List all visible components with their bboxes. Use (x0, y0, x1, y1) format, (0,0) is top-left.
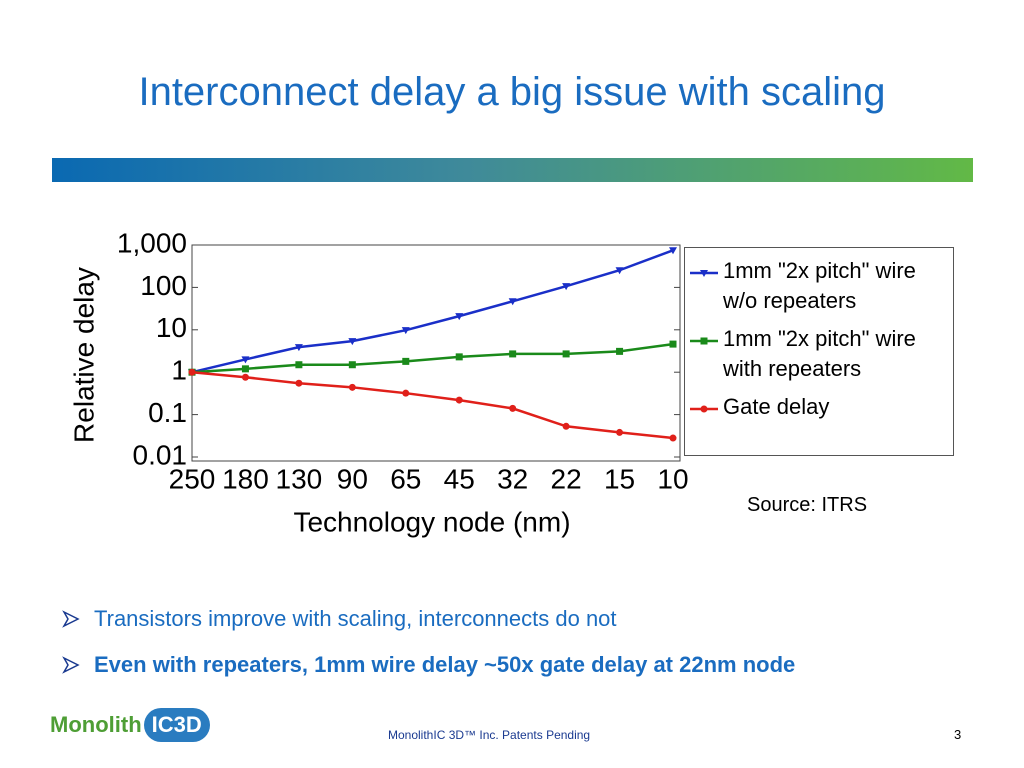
arrow-shape (62, 656, 80, 674)
y-axis-label: Relative delay (68, 267, 99, 443)
marker (700, 337, 708, 345)
legend-label: 1mm "2x pitch" wire with repeaters (723, 326, 916, 381)
marker (348, 338, 357, 346)
marker (669, 340, 677, 348)
x-tick-label: 90 (337, 463, 368, 494)
marker (402, 357, 410, 365)
marker (401, 327, 410, 335)
marker (241, 373, 249, 381)
bullet: Transistors improve with scaling, interc… (62, 596, 795, 642)
y-tick-label: 10 (156, 312, 187, 343)
legend-entry: 1mm "2x pitch" wire w/o repeaters (689, 256, 949, 316)
slide-title: Interconnect delay a big issue with scal… (138, 70, 886, 114)
y-tick-label: 1 (171, 355, 187, 386)
x-tick-label: 250 (169, 463, 216, 494)
logo-text: Monolith (50, 712, 142, 737)
marker (509, 404, 517, 412)
legend-swatch (690, 337, 718, 345)
marker (669, 434, 677, 442)
y-tick-label: 1,000 (117, 227, 187, 258)
y-tick-label: 0.1 (148, 397, 187, 428)
footer: MonolithIC 3D™ Inc. Patents Pending (388, 728, 591, 742)
marker (188, 368, 196, 376)
marker (348, 361, 356, 369)
title-band (52, 158, 973, 182)
plot-frame (191, 244, 681, 462)
arrow-shape (62, 610, 80, 628)
x-tick-label: 15 (604, 463, 635, 494)
legend-label: Gate delay (723, 394, 830, 419)
bullet-text: Transistors improve with scaling, interc… (94, 606, 617, 631)
marker (700, 270, 708, 277)
legend: 1mm "2x pitch" wire w/o repeaters 1mm "2x… (684, 247, 954, 456)
bullet-arrow (62, 610, 80, 628)
marker (455, 313, 464, 321)
legend-label: 1mm "2x pitch" wire w/o repeaters (723, 258, 916, 313)
logo-text: IC3D (143, 708, 210, 742)
x-tick-label: 22 (551, 463, 582, 494)
legend-swatch (690, 405, 718, 413)
y-tick-label: 100 (140, 270, 187, 301)
legend-entry: Gate delay (689, 392, 949, 422)
marker (616, 347, 624, 355)
marker (508, 298, 517, 306)
series-line (191, 342, 674, 374)
marker (669, 247, 677, 255)
marker (615, 267, 624, 275)
marker (348, 383, 356, 391)
marker (295, 379, 303, 387)
marker (562, 350, 570, 358)
marker (241, 365, 249, 373)
page-number: 3 (954, 727, 962, 742)
legend-entry: 1mm "2x pitch" wire with repeaters (689, 324, 949, 384)
marker (562, 422, 570, 430)
marker (616, 428, 624, 436)
series-line (191, 249, 674, 374)
marker (509, 350, 517, 358)
series-line (191, 370, 674, 440)
y-tick-label: 0.01 (133, 439, 188, 470)
x-tick-label: 45 (444, 463, 475, 494)
legend-swatch (690, 270, 718, 277)
x-tick-label: 32 (497, 463, 528, 494)
marker (455, 396, 463, 404)
logo: Monolith IC3D (50, 708, 210, 742)
x-tick-label: 65 (390, 463, 421, 494)
bullet-text: Even with repeaters, 1mm wire delay ~50x… (94, 652, 796, 677)
x-tick-label: 180 (222, 463, 269, 494)
marker (241, 356, 250, 364)
bullet-list: Transistors improve with scaling, interc… (62, 596, 795, 688)
marker (402, 389, 410, 397)
source-note: Source: ITRS (747, 494, 868, 516)
x-tick-label: 130 (276, 463, 323, 494)
marker (295, 361, 303, 369)
x-tick-label: 10 (657, 463, 688, 494)
marker (700, 405, 708, 413)
bullet: Even with repeaters, 1mm wire delay ~50x… (62, 642, 795, 688)
bullet-arrow (62, 656, 80, 674)
marker (455, 353, 463, 361)
marker (562, 283, 571, 291)
x-axis-label: Technology node (nm) (293, 506, 570, 537)
marker (294, 344, 303, 352)
